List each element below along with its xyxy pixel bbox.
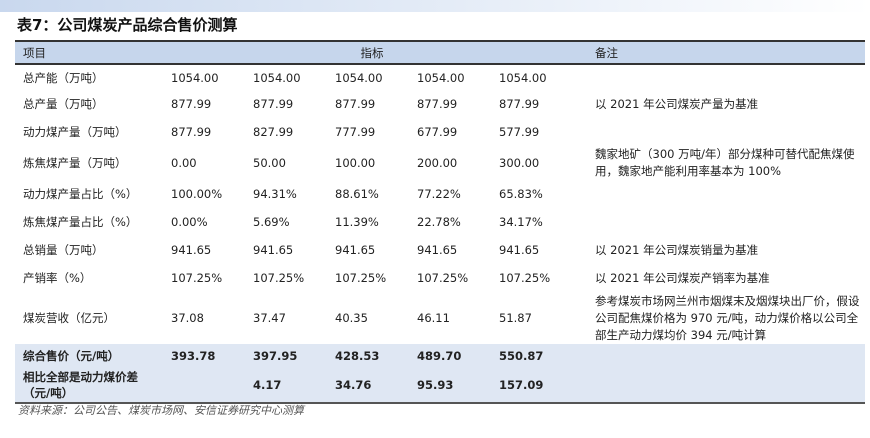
- row-value: 40.35: [335, 311, 368, 325]
- row-label: 总产量（万吨）: [23, 97, 104, 111]
- header-item: 项目: [15, 40, 163, 65]
- price-table: 项目 指标 备注 总产能（万吨） 1054.00 1054.00 1054.00 105…: [15, 40, 865, 404]
- row-value: 489.70: [409, 344, 491, 367]
- row-label: 产销率（%）: [23, 271, 92, 285]
- row-value: 877.99: [253, 97, 294, 111]
- row-value: 1054.00: [335, 70, 383, 85]
- row-note: 以 2021 年公司煤炭产销率为基准: [595, 270, 770, 285]
- row-value: 827.99: [253, 125, 294, 139]
- row-value: 107.25%: [253, 271, 305, 285]
- row-value: 37.08: [171, 311, 204, 325]
- row-label: 炼焦煤产量（万吨）: [23, 156, 127, 170]
- row-value: 11.39%: [335, 215, 379, 229]
- row-label: 煤炭营收（亿元）: [23, 311, 115, 325]
- row-value: 50.00: [253, 156, 286, 170]
- row-label: 总产能（万吨）: [23, 70, 104, 85]
- row-value: 877.99: [417, 97, 458, 111]
- row-value: 94.31%: [253, 187, 297, 201]
- row-value: 877.99: [171, 125, 212, 139]
- row-label: 动力煤产量（万吨）: [23, 125, 127, 139]
- table-row: 总产能（万吨） 1054.00 1054.00 1054.00 1054.00 1054.…: [15, 64, 865, 90]
- row-value: 941.65: [253, 243, 294, 257]
- row-value: 100.00: [335, 156, 376, 170]
- row-note: 魏家地矿（300 万吨/年）部分煤种可替代配焦煤使用，魏家地产能利用率基本为 1…: [595, 147, 855, 178]
- row-value: [163, 367, 245, 404]
- row-label: 相比全部是动力煤价差（元/吨）: [15, 367, 163, 404]
- row-value: 577.99: [499, 125, 540, 139]
- row-value: 1054.00: [499, 70, 547, 85]
- row-value: 107.25%: [171, 271, 223, 285]
- row-value: 34.76: [327, 367, 409, 404]
- row-value: 100.00%: [171, 187, 223, 201]
- row-value: 5.69%: [253, 215, 290, 229]
- row-note: [573, 180, 865, 208]
- row-value: 877.99: [335, 97, 376, 111]
- row-value: 941.65: [171, 243, 212, 257]
- header-metric: 指标: [163, 40, 573, 65]
- row-note: 以 2021 年公司煤炭产量为基准: [595, 96, 759, 111]
- row-value: 88.61%: [335, 187, 379, 201]
- source-note: 资料来源：公司公告、煤炭市场网、安信证券研究中心测算: [18, 404, 304, 417]
- row-value: 397.95: [245, 344, 327, 367]
- table-row: 总销量（万吨） 941.65 941.65 941.65 941.65 941.65 以 2…: [15, 236, 865, 264]
- row-label: 总销量（万吨）: [23, 243, 104, 257]
- row-value: 107.25%: [335, 271, 387, 285]
- row-value: 777.99: [335, 125, 376, 139]
- top-banner: [0, 0, 870, 12]
- table-row: 动力煤产量（万吨） 877.99 827.99 777.99 677.99 577.99: [15, 118, 865, 146]
- row-value: 107.25%: [499, 271, 551, 285]
- row-value: 51.87: [499, 311, 532, 325]
- row-value: 34.17%: [499, 215, 543, 229]
- row-value: 877.99: [499, 97, 540, 111]
- row-value: 157.09: [491, 367, 573, 404]
- row-label: 综合售价（元/吨）: [15, 344, 163, 367]
- table-row: 综合售价（元/吨） 393.78 397.95 428.53 489.70 550.87: [15, 344, 865, 367]
- row-value: 877.99: [171, 97, 212, 111]
- row-value: 941.65: [417, 243, 458, 257]
- row-note: [573, 64, 865, 90]
- row-note: 参考煤炭市场网兰州市烟煤末及烟煤块出厂价，假设公司配焦煤价格为 970 元/吨，…: [595, 293, 860, 342]
- row-value: 1054.00: [417, 70, 465, 85]
- row-value: 550.87: [491, 344, 573, 367]
- row-value: 300.00: [499, 156, 540, 170]
- row-value: 1054.00: [253, 70, 301, 85]
- row-value: 393.78: [163, 344, 245, 367]
- row-value: 95.93: [409, 367, 491, 404]
- row-value: 1054.00: [171, 70, 219, 85]
- row-value: 428.53: [327, 344, 409, 367]
- table-row: 煤炭营收（亿元） 37.08 37.47 40.35 46.11 51.87 参考煤炭市场网…: [15, 292, 865, 344]
- row-value: 22.78%: [417, 215, 461, 229]
- table-row: 相比全部是动力煤价差（元/吨） 4.17 34.76 95.93 157.09: [15, 367, 865, 404]
- row-note: [573, 344, 865, 367]
- header-row: 项目 指标 备注: [15, 40, 865, 65]
- row-note: 以 2021 年公司煤炭销量为基准: [595, 242, 759, 257]
- row-value: 0.00%: [171, 215, 208, 229]
- table-row: 产销率（%） 107.25% 107.25% 107.25% 107.25% 107.25…: [15, 264, 865, 292]
- row-value: 941.65: [335, 243, 376, 257]
- row-value: 46.11: [417, 311, 450, 325]
- row-note: [573, 367, 865, 404]
- table-row: 炼焦煤产量占比（%） 0.00% 5.69% 11.39% 22.78% 34.17%: [15, 208, 865, 236]
- row-label: 动力煤产量占比（%）: [23, 187, 138, 201]
- row-value: 107.25%: [417, 271, 469, 285]
- row-value: 941.65: [499, 243, 540, 257]
- row-note: [573, 118, 865, 146]
- row-value: 65.83%: [499, 187, 543, 201]
- table-row: 炼焦煤产量（万吨） 0.00 50.00 100.00 200.00 300.00 魏家地矿…: [15, 146, 865, 180]
- row-note: [573, 208, 865, 236]
- table-title: 表7：公司煤炭产品综合售价测算: [17, 16, 238, 34]
- row-value: 677.99: [417, 125, 458, 139]
- row-value: 77.22%: [417, 187, 461, 201]
- header-note: 备注: [573, 40, 865, 65]
- row-value: 0.00: [171, 156, 197, 170]
- table-row: 动力煤产量占比（%） 100.00% 94.31% 88.61% 77.22% 65.83…: [15, 180, 865, 208]
- table-row: 总产量（万吨） 877.99 877.99 877.99 877.99 877.99 以 2…: [15, 90, 865, 118]
- row-value: 200.00: [417, 156, 458, 170]
- row-value: 37.47: [253, 311, 286, 325]
- row-value: 4.17: [245, 367, 327, 404]
- row-label: 炼焦煤产量占比（%）: [23, 215, 138, 229]
